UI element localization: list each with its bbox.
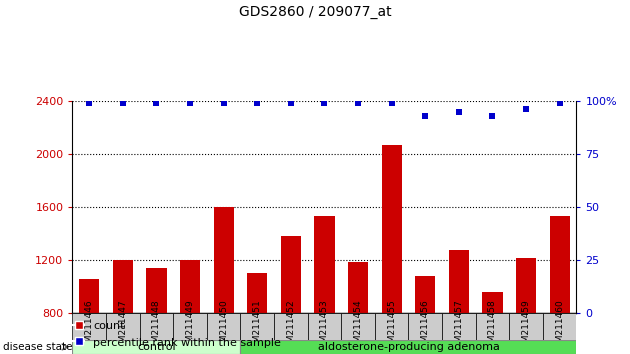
Text: GSM211454: GSM211454 [353, 299, 362, 354]
FancyBboxPatch shape [476, 313, 509, 340]
FancyBboxPatch shape [341, 313, 375, 340]
Text: GDS2860 / 209077_at: GDS2860 / 209077_at [239, 5, 391, 19]
Bar [516, 258, 536, 313]
Bar [415, 276, 435, 313]
Point [286, 100, 296, 106]
FancyBboxPatch shape [241, 340, 576, 354]
Point [319, 100, 329, 106]
Text: GSM211458: GSM211458 [488, 299, 497, 354]
Point [252, 100, 262, 106]
Text: GSM211455: GSM211455 [387, 299, 396, 354]
FancyBboxPatch shape [442, 313, 476, 340]
Text: control: control [137, 342, 176, 352]
Bar [549, 216, 570, 313]
Bar [214, 207, 234, 313]
Bar [348, 262, 368, 313]
FancyBboxPatch shape [307, 313, 341, 340]
Text: GSM211446: GSM211446 [85, 299, 94, 354]
Text: GSM211452: GSM211452 [287, 299, 295, 354]
FancyBboxPatch shape [543, 313, 576, 340]
FancyBboxPatch shape [72, 313, 106, 340]
Point [521, 107, 531, 112]
FancyBboxPatch shape [207, 313, 241, 340]
FancyBboxPatch shape [509, 313, 543, 340]
Point [353, 100, 363, 106]
FancyBboxPatch shape [375, 313, 408, 340]
Point [84, 100, 94, 106]
Bar [247, 273, 267, 313]
Text: GSM211460: GSM211460 [555, 299, 564, 354]
FancyBboxPatch shape [173, 313, 207, 340]
FancyBboxPatch shape [140, 313, 173, 340]
Point [118, 100, 128, 106]
FancyBboxPatch shape [274, 313, 307, 340]
Bar [382, 145, 402, 313]
Point [151, 100, 161, 106]
Text: GSM211447: GSM211447 [118, 299, 127, 354]
Point [488, 113, 498, 119]
Text: GSM211451: GSM211451 [253, 299, 261, 354]
Point [387, 100, 397, 106]
Bar [483, 292, 503, 313]
Bar [314, 216, 335, 313]
FancyBboxPatch shape [72, 340, 241, 354]
Text: aldosterone-producing adenoma: aldosterone-producing adenoma [318, 342, 500, 352]
Text: GSM211456: GSM211456 [421, 299, 430, 354]
Text: GSM211450: GSM211450 [219, 299, 228, 354]
Text: disease state: disease state [3, 342, 72, 352]
Text: GSM211448: GSM211448 [152, 299, 161, 354]
Bar [449, 250, 469, 313]
Text: GSM211453: GSM211453 [320, 299, 329, 354]
Point [185, 100, 195, 106]
Point [554, 100, 564, 106]
Point [420, 113, 430, 119]
Bar [146, 268, 166, 313]
FancyBboxPatch shape [241, 313, 274, 340]
FancyBboxPatch shape [408, 313, 442, 340]
Legend: count, percentile rank within the sample: count, percentile rank within the sample [69, 316, 285, 352]
FancyBboxPatch shape [106, 313, 140, 340]
Text: GSM211457: GSM211457 [454, 299, 463, 354]
Text: GSM211449: GSM211449 [186, 299, 195, 354]
Point [454, 109, 464, 114]
Point [219, 100, 229, 106]
Bar [180, 259, 200, 313]
Bar [113, 260, 133, 313]
Bar [281, 236, 301, 313]
Text: GSM211459: GSM211459 [522, 299, 530, 354]
Bar [79, 279, 100, 313]
